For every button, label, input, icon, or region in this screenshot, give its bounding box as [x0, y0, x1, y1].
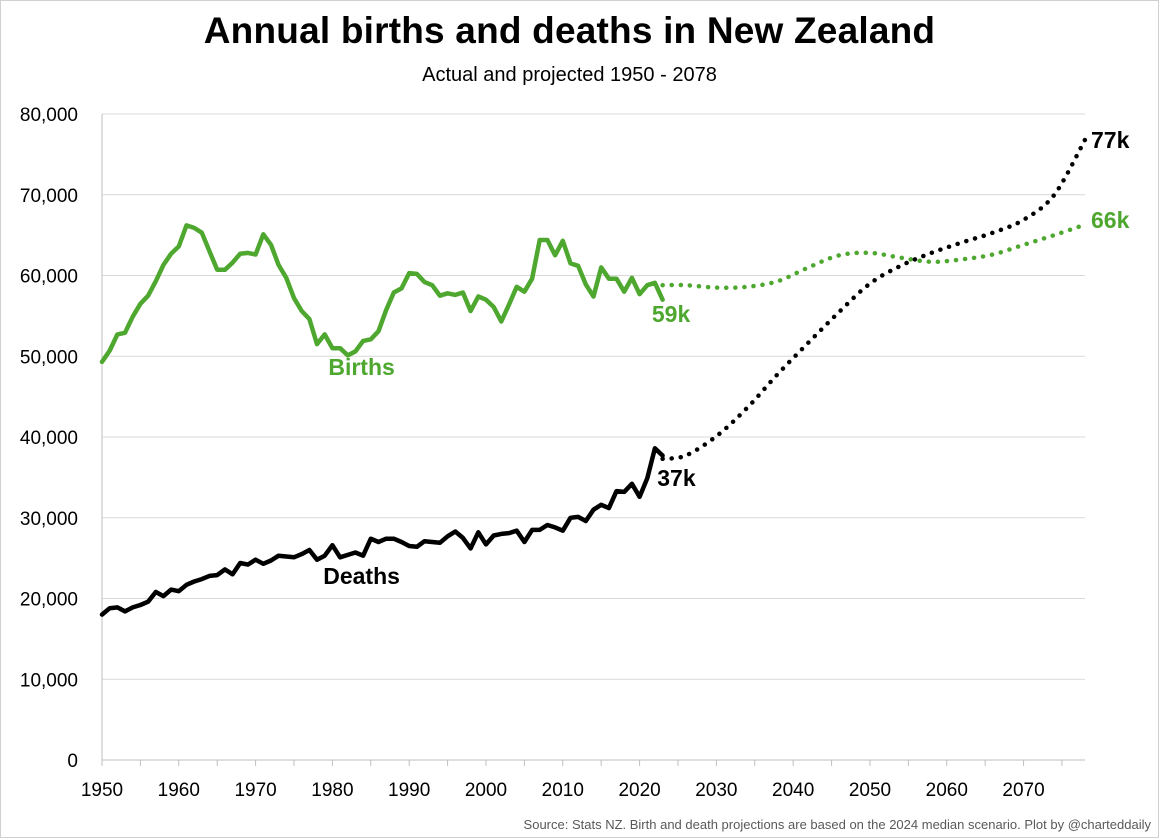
births-series-label: Births — [328, 354, 394, 380]
y-tick-label: 80,000 — [20, 105, 78, 126]
births-projected-label: 66k — [1091, 207, 1130, 233]
births-actual-line — [99, 223, 665, 365]
x-tick-label: 2050 — [849, 780, 891, 801]
source-note: Source: Stats NZ. Birth and death projec… — [523, 817, 1151, 832]
deaths-projected-label: 77k — [1091, 127, 1130, 153]
y-tick-label: 50,000 — [20, 347, 78, 368]
gridlines — [102, 113, 1085, 680]
x-tick-label: 1960 — [158, 780, 200, 801]
y-tick-label: 70,000 — [20, 186, 78, 207]
y-tick-label: 20,000 — [20, 590, 78, 611]
y-tick-label: 40,000 — [20, 428, 78, 449]
y-tick-label: 60,000 — [20, 267, 78, 288]
x-tick-label: 1980 — [311, 780, 353, 801]
y-tick-label: 30,000 — [20, 509, 78, 530]
series-labels: Births 59k 66k Deaths 37k 77k — [323, 127, 1129, 589]
series-lines — [99, 137, 1088, 617]
y-axis-ticks: 0 10,000 20,000 30,000 40,000 50,000 60,000 70,… — [20, 105, 78, 772]
births-projected-line — [660, 222, 1088, 291]
y-tick-label: 10,000 — [20, 670, 78, 691]
deaths-series-label: Deaths — [323, 563, 400, 589]
deaths-actual-line — [99, 446, 665, 617]
x-tick-label: 2010 — [542, 780, 584, 801]
x-tick-label: 1990 — [388, 780, 430, 801]
deaths-end-label: 37k — [657, 465, 696, 491]
x-axis: 1950 1960 1970 1980 1990 2000 2010 2020 2030 2040… — [81, 114, 1085, 801]
x-tick-label: 2020 — [618, 780, 660, 801]
chart-title: Annual births and deaths in New Zealand — [203, 10, 936, 51]
x-tick-label: 2070 — [1002, 780, 1044, 801]
chart-subtitle: Actual and projected 1950 - 2078 — [422, 64, 717, 86]
deaths-projected-line — [660, 137, 1088, 462]
x-tick-label: 2030 — [695, 780, 737, 801]
x-tick-label: 1970 — [234, 780, 276, 801]
births-end-label: 59k — [652, 301, 691, 327]
x-tick-label: 2040 — [772, 780, 814, 801]
y-tick-label: 0 — [67, 751, 78, 772]
x-tick-label: 1950 — [81, 780, 123, 801]
x-tick-label: 2060 — [926, 780, 968, 801]
x-tick-label: 2000 — [465, 780, 507, 801]
